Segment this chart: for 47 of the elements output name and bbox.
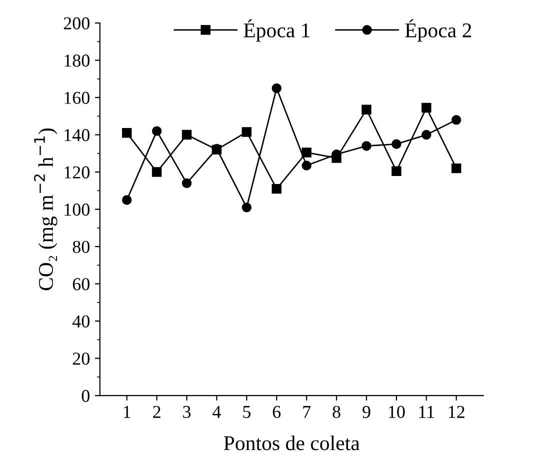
x-tick-label: 12: [448, 406, 464, 418]
y-tick-label: 200: [64, 17, 90, 30]
point: [122, 195, 132, 205]
y-tick-label: 0: [82, 390, 90, 402]
y-tick-label: 120: [64, 166, 90, 178]
x-tick-label: 3: [183, 406, 191, 418]
y-tick-label: 40: [72, 315, 90, 328]
x-tick-label: 11: [419, 406, 434, 418]
x-tick-label: 7: [303, 406, 311, 418]
x-tick-label: 9: [362, 406, 370, 418]
x-tick-label: 6: [272, 406, 281, 418]
point: [272, 83, 282, 94]
point: [392, 166, 402, 176]
point: [122, 128, 132, 138]
y-tick-label: 20: [72, 352, 90, 365]
point: [272, 184, 282, 194]
point: [392, 139, 402, 149]
point: [182, 178, 192, 188]
x-axis-title: Pontos de coleta: [224, 436, 360, 450]
y-tick-label: 160: [64, 92, 90, 104]
legend-label: Época 1: [244, 19, 310, 42]
y-tick-label: 140: [64, 129, 90, 142]
point: [362, 141, 372, 151]
point: [422, 102, 432, 113]
y-tick-label: 180: [64, 54, 90, 67]
point: [182, 130, 192, 140]
point: [152, 167, 162, 177]
x-tick-label: 10: [388, 406, 405, 418]
point: [451, 163, 462, 174]
point: [422, 130, 432, 140]
point: [242, 202, 252, 212]
x-tick-label: 4: [212, 406, 221, 418]
y-tick-label: 100: [64, 204, 90, 216]
legend-label: Época 2: [405, 19, 472, 42]
x-tick-label: 8: [332, 406, 340, 418]
y-axis-title: CO₂ (mg m$^{−2}$ h$^{−1}$): [34, 128, 58, 290]
point: [302, 160, 312, 170]
x-tick-label: 1: [124, 406, 130, 418]
y-tick-label: 60: [72, 278, 90, 290]
point: [362, 104, 372, 114]
point: [302, 148, 312, 158]
point: [152, 126, 162, 136]
x-tick-label: 5: [243, 406, 250, 418]
point: [451, 115, 462, 125]
x-tick-label: 2: [153, 406, 160, 418]
y-tick-label: 80: [72, 240, 90, 253]
point: [242, 127, 252, 137]
